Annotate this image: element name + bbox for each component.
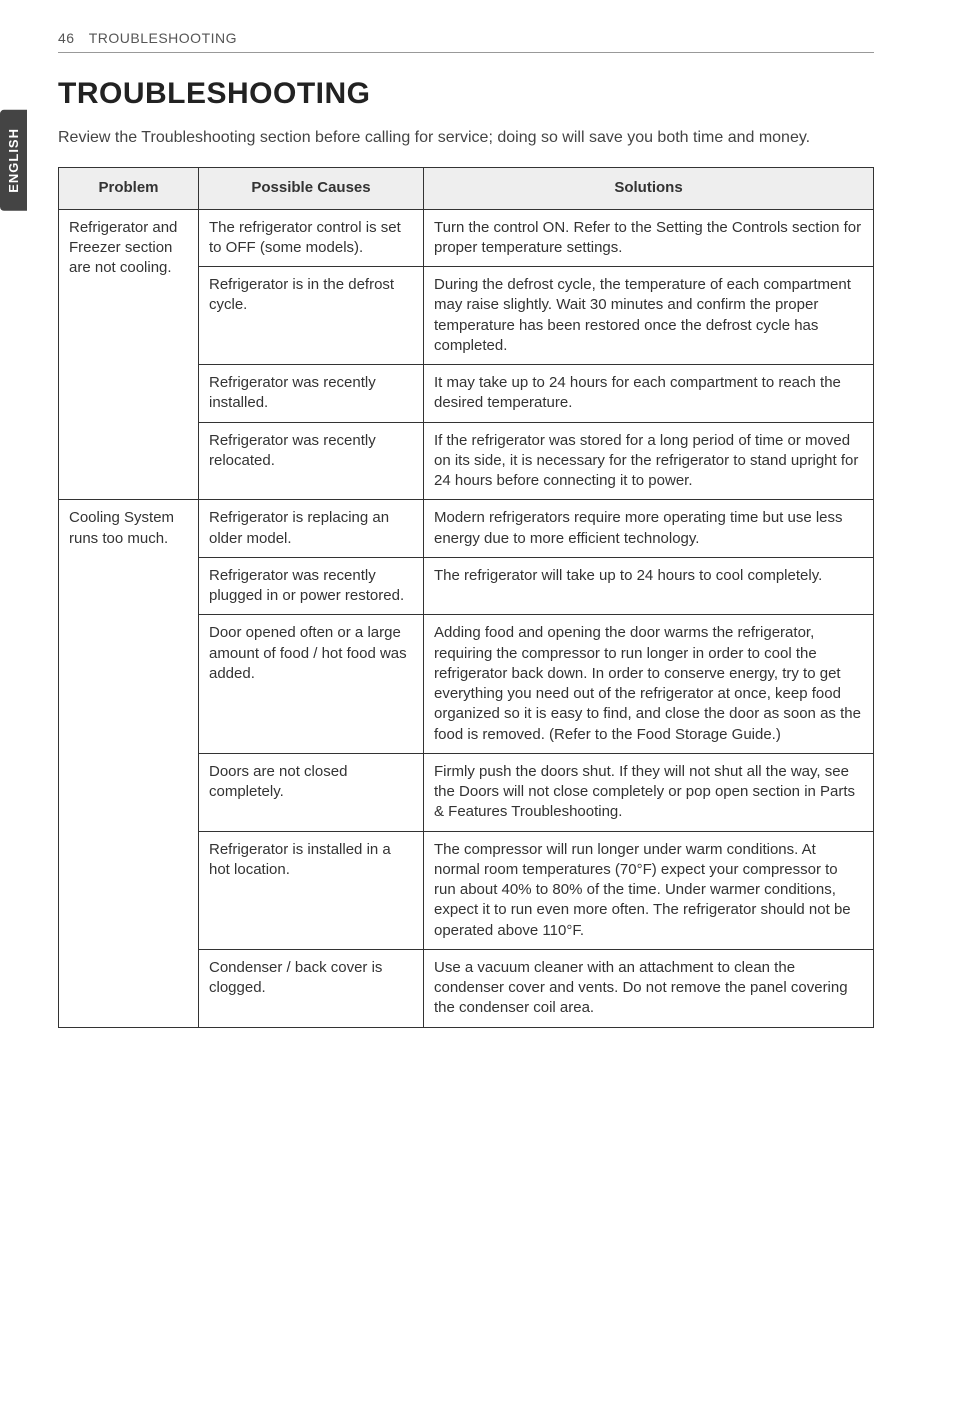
solution-cell: It may take up to 24 hours for each comp… bbox=[424, 365, 874, 423]
header-section-label: TROUBLESHOOTING bbox=[89, 30, 237, 46]
cause-cell: Refrigerator was recently plugged in or … bbox=[199, 557, 424, 615]
cause-cell: Condenser / back cover is clogged. bbox=[199, 949, 424, 1027]
cause-cell: Refrigerator was recently installed. bbox=[199, 365, 424, 423]
cause-cell: Doors are not closed completely. bbox=[199, 753, 424, 831]
solution-cell: During the defrost cycle, the temperatur… bbox=[424, 267, 874, 365]
col-header-causes: Possible Causes bbox=[199, 168, 424, 209]
page-header: 46 TROUBLESHOOTING bbox=[58, 30, 874, 53]
problem-cell: Refrigerator and Freezer section are not… bbox=[59, 209, 199, 500]
solution-cell: Turn the control ON. Refer to the Settin… bbox=[424, 209, 874, 267]
solution-cell: Modern refrigerators require more operat… bbox=[424, 500, 874, 558]
page-number: 46 bbox=[58, 30, 75, 46]
intro-paragraph: Review the Troubleshooting section befor… bbox=[58, 127, 874, 149]
cause-cell: Door opened often or a large amount of f… bbox=[199, 615, 424, 754]
cause-cell: Refrigerator is replacing an older model… bbox=[199, 500, 424, 558]
col-header-problem: Problem bbox=[59, 168, 199, 209]
cause-cell: The refrigerator control is set to OFF (… bbox=[199, 209, 424, 267]
solution-cell: Firmly push the doors shut. If they will… bbox=[424, 753, 874, 831]
solution-cell: The compressor will run longer under war… bbox=[424, 831, 874, 949]
troubleshooting-table: Problem Possible Causes Solutions Refrig… bbox=[58, 167, 874, 1027]
cause-cell: Refrigerator is in the defrost cycle. bbox=[199, 267, 424, 365]
cause-cell: Refrigerator was recently relocated. bbox=[199, 422, 424, 500]
problem-cell: Cooling System runs too much. bbox=[59, 500, 199, 1027]
solution-cell: Use a vacuum cleaner with an attachment … bbox=[424, 949, 874, 1027]
language-side-tab: ENGLISH bbox=[0, 110, 27, 211]
solution-cell: If the refrigerator was stored for a lon… bbox=[424, 422, 874, 500]
col-header-solutions: Solutions bbox=[424, 168, 874, 209]
cause-cell: Refrigerator is installed in a hot locat… bbox=[199, 831, 424, 949]
solution-cell: The refrigerator will take up to 24 hour… bbox=[424, 557, 874, 615]
solution-cell: Adding food and opening the door warms t… bbox=[424, 615, 874, 754]
page-title: TROUBLESHOOTING bbox=[58, 77, 874, 111]
table-row: Cooling System runs too much. Refrigerat… bbox=[59, 500, 874, 558]
page-container: ENGLISH 46 TROUBLESHOOTING TROUBLESHOOTI… bbox=[0, 0, 954, 1078]
table-row: Refrigerator and Freezer section are not… bbox=[59, 209, 874, 267]
table-header-row: Problem Possible Causes Solutions bbox=[59, 168, 874, 209]
